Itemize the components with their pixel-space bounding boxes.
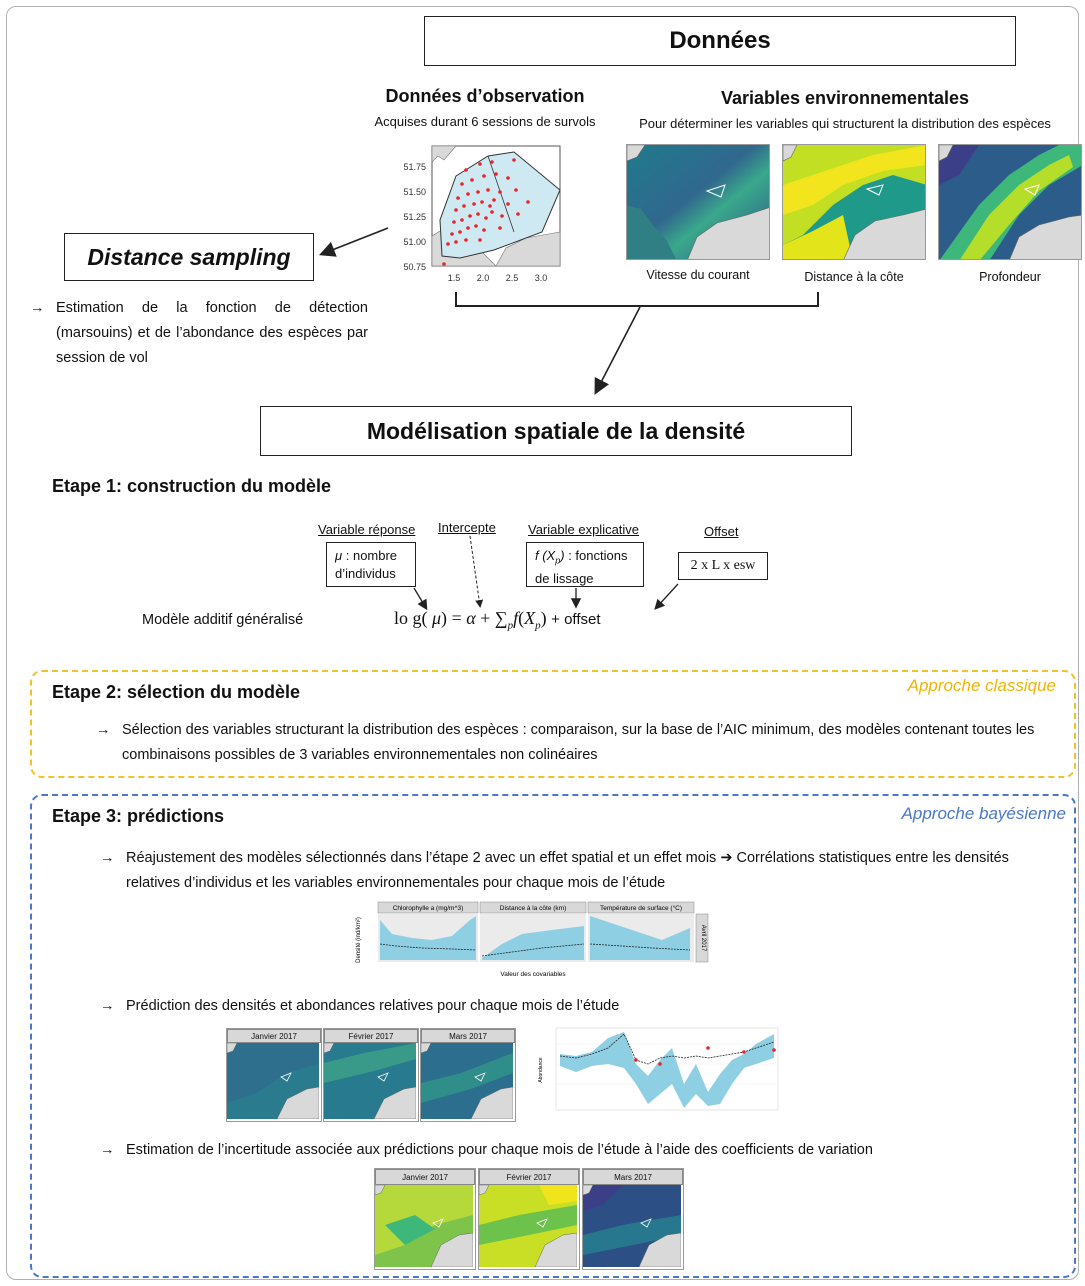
figure-frame [6,6,1079,1280]
offset-box: 2 x L x esw [678,552,768,580]
depth-map [938,144,1082,260]
distance-sampling-title: Distance sampling [87,243,291,270]
label-offset: Offset [704,524,739,539]
modelisation-title: Modélisation spatiale de la densité [366,417,746,444]
label-explicative: Variable explicative [528,522,640,537]
etape3-text1: Réajustement des modèles sélectionnés da… [126,850,1009,891]
cv-map-january: Janvier 2017 [374,1168,476,1270]
cv-map-canvas [478,1184,578,1268]
formula-arrows [413,535,679,611]
sighting-points [442,158,530,266]
environment-title: Variables environnementales [720,88,970,108]
environment-subtitle: Pour déterminer les variables qui struct… [639,116,1051,131]
etape3-text2: Prédiction des densités et abondances re… [126,998,620,1014]
y-tick: 51.00 [403,237,426,247]
etape3-text3: Estimation de l’incertitude associée aux… [126,1142,873,1158]
cov-panel-title: Chlorophylle a (mg/m^3) [393,905,464,912]
etape3-bullet2: → Prédiction des densités et abondances … [100,994,1056,1019]
arrow-bullet-icon: → [96,722,111,738]
observation-subtitle: Acquises durant 6 sessions de survols [374,114,596,129]
etape3-frame [30,794,1076,1278]
cov-panel-title: Température de surface (°C) [600,904,682,912]
cov-xlabel: Valeur des covariables [500,971,566,978]
density-map-canvas [420,1042,514,1120]
month-title: Février 2017 [479,1169,579,1185]
observation-map: 51.75 51.50 51.25 51.00 50.75 1.5 2.0 2.… [403,145,561,283]
arrow-bullet-icon: → [30,300,45,316]
etape2-frame [30,670,1076,778]
cv-map-february: Février 2017 [478,1168,580,1270]
cov-panel-title: Distance à la côte (km) [500,905,566,912]
y-tick: 50.75 [403,262,426,272]
density-map-march: Mars 2017 [420,1028,516,1122]
distance-to-coast-caption: Distance à la côte [804,270,904,284]
label-reponse: Variable réponse [318,522,416,537]
distance-sampling-text: Estimation de la fonction de détection (… [56,300,368,366]
abund-ylabel: Abondance [538,1057,544,1083]
etape2-approach: Approche classique [907,676,1056,695]
arrow-bullet-icon: → [100,998,115,1014]
x-tick: 3.0 [535,273,548,283]
arrow-bullet-icon: → [100,850,115,866]
y-tick: 51.25 [403,212,426,222]
month-title: Janvier 2017 [375,1169,475,1185]
etape2-bullet: → Sélection des variables structurant la… [96,718,1062,768]
etape3-title: Etape 3: prédictions [52,806,225,826]
modelisation-box: Modélisation spatiale de la densité [260,406,852,456]
current-speed-caption: Vitesse du courant [646,268,750,282]
explanatory-box: f (Xp) : fonctions de lissage [526,542,644,587]
etape3-approach: Approche bayésienne [901,804,1066,823]
observation-title: Données d’observation [385,86,585,106]
model-label: Modèle additif généralisé [142,612,304,628]
model-formula: lo g( μ) = α + ∑pf(Xp) + offset [394,608,601,632]
cov-strip-label: Avril 2017 [700,925,706,952]
month-title: Février 2017 [324,1029,418,1043]
density-map-february: Février 2017 [323,1028,419,1122]
density-map-canvas [226,1042,320,1120]
etape1-title: Etape 1: construction du modèle [52,476,332,496]
current-speed-map [626,144,770,260]
month-title: Mars 2017 [583,1169,683,1185]
x-tick: 2.5 [506,273,519,283]
top-connectors [319,227,819,395]
distance-sampling-box: Distance sampling [64,233,314,281]
cv-map-march: Mars 2017 [582,1168,684,1270]
y-tick: 51.50 [403,187,426,197]
arrow-bullet-icon: → [100,1142,115,1158]
etape2-text: Sélection des variables structurant la d… [122,722,1035,763]
cv-map-canvas [582,1184,682,1268]
abundance-timeseries: Abondance [538,1027,779,1111]
x-tick: 2.0 [477,273,490,283]
distance-to-coast-map [782,144,926,260]
formula-offset: + offset [551,611,601,628]
depth-caption: Profondeur [979,270,1041,284]
etape3-bullet1: → Réajustement des modèles sélectionnés … [100,846,1056,896]
etape2-title: Etape 2: sélection du modèle [52,682,301,702]
covariate-effects-plot: Chlorophylle a (mg/m^3) Distance à la cô… [356,901,709,978]
month-title: Janvier 2017 [227,1029,321,1043]
y-tick: 51.75 [403,162,426,172]
data-header-box: Données [424,16,1016,66]
cv-map-canvas [374,1184,474,1268]
month-title: Mars 2017 [421,1029,515,1043]
cov-ylabel: Densité (ind/km²) [356,917,362,963]
density-map-canvas [323,1042,417,1120]
distance-sampling-bullet: → Estimation de la fonction de détection… [30,296,368,371]
response-box: μ : nombre d’individus [326,542,416,587]
etape3-bullet3: → Estimation de l’incertitude associée a… [100,1138,1056,1163]
label-intercepte: Intercepte [438,520,496,535]
density-map-january: Janvier 2017 [226,1028,322,1122]
data-header-title: Données [669,27,771,54]
x-tick: 1.5 [448,273,461,283]
